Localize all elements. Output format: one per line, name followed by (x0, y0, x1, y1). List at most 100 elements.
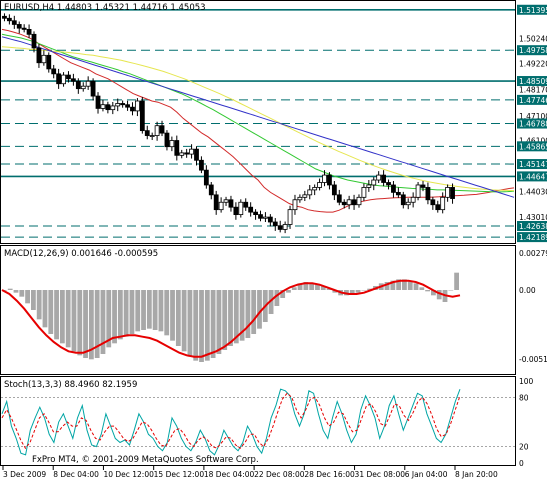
stoch-tick-label: 80 (519, 393, 529, 402)
candle-body (149, 135, 155, 137)
price-tick-label: 1.47100 (519, 112, 547, 121)
candle-body (174, 140, 180, 156)
macd-histogram-bar (42, 290, 48, 328)
stoch-tick-label: 100 (519, 377, 534, 386)
macd-histogram-bar (117, 290, 123, 340)
macd-histogram-bar (94, 290, 100, 358)
candle-body (213, 194, 219, 211)
candle-body (405, 201, 411, 206)
macd-histogram-bar (384, 282, 390, 290)
candle-body (199, 159, 204, 171)
macd-histogram-bar (158, 290, 164, 332)
macd-histogram-bar (187, 290, 193, 357)
candle-body (159, 125, 165, 134)
candle-body (70, 78, 76, 82)
price-tick-label: 1.46788 (519, 120, 547, 129)
macd-histogram-bar (164, 290, 170, 336)
price-tag-bg (517, 4, 547, 15)
candle-body (154, 125, 160, 136)
macd-histogram-bar (13, 290, 19, 293)
candle-body (435, 204, 441, 211)
price-tick-label: 1.43010 (519, 213, 547, 222)
price-tick-label: 1.42189 (519, 233, 547, 242)
price-title: EURUSD,H4 1.44803 1.45321 1.44716 1.4505… (4, 3, 206, 13)
macd-histogram-bar (54, 290, 59, 340)
candle-body (317, 182, 322, 188)
candle-body (46, 54, 52, 70)
candle-body (430, 199, 436, 206)
candle-body (75, 80, 81, 90)
candle-body (139, 100, 145, 132)
candle-body (228, 199, 234, 208)
candle-body (415, 184, 421, 198)
macd-histogram-bar (135, 290, 141, 332)
price-tick-label: 1.46100 (519, 137, 547, 146)
candle-body (440, 196, 446, 211)
candle-body (376, 174, 382, 181)
macd-histogram-bar (210, 290, 216, 358)
candle-body (208, 184, 214, 196)
candle-body (297, 196, 303, 201)
price-tag-bg (517, 159, 547, 170)
macd-histogram-bar (129, 290, 135, 334)
macd-tick-label: 0.00 (519, 286, 536, 295)
stoch-tick-label: 20 (519, 443, 529, 452)
candle-body (292, 199, 298, 211)
candle-body (302, 194, 308, 198)
macd-tick-label: 0.002790 (519, 249, 547, 258)
macd-title: MACD(12,26,9) 0.001646 -0.000595 (4, 249, 158, 259)
moving-average-line (1, 36, 515, 198)
candle-body (346, 199, 352, 206)
price-tick-label: 1.48509 (519, 77, 547, 86)
candle-body (277, 225, 283, 230)
macd-histogram-bar (448, 290, 454, 291)
candle-body (16, 24, 22, 29)
macd-histogram-bar (30, 290, 36, 310)
macd-histogram-bar (396, 279, 402, 290)
candle-body (11, 20, 17, 25)
candle-body (115, 103, 121, 107)
stoch-main-line (1, 388, 461, 456)
candle-body (307, 189, 313, 196)
macd-histogram-bar (152, 290, 158, 330)
macd-histogram-bar (106, 290, 112, 348)
candle-body (120, 103, 126, 106)
time-axis: 3 Dec 2009 8 Dec 04:00 10 Dec 12:00 15 Dec … (2, 466, 498, 479)
candle-body (258, 214, 263, 219)
price-tag-bg (517, 94, 547, 105)
price-tick-label: 1.49220 (519, 59, 547, 68)
candle-body (6, 17, 12, 22)
candle-body (56, 73, 62, 85)
macd-histogram-bar (36, 290, 42, 320)
macd-histogram-bar (431, 290, 436, 296)
macd-histogram-bar (355, 290, 361, 293)
price-panel: 1.51395 1.50240 1.49758 1.49220 1.485091.481… (1, 4, 547, 243)
macd-histogram-bar (349, 290, 355, 294)
macd-histogram-bar (181, 290, 187, 352)
macd-histogram-bar (454, 272, 459, 290)
candle-body (203, 169, 209, 186)
stoch-tick-label: 0 (519, 459, 524, 468)
candle-body (327, 174, 332, 186)
candle-body (223, 199, 229, 203)
time-tick-label: 8 Dec 04:00 (53, 470, 99, 479)
candle-body (336, 194, 342, 203)
price-tag-bg (517, 171, 547, 182)
candle-body (66, 74, 71, 80)
candle-body (169, 140, 175, 148)
price-tick-label: 1.44647 (519, 172, 547, 181)
macd-histogram-bar (175, 290, 181, 346)
candle-body (95, 95, 101, 109)
candle-body (90, 80, 96, 97)
candle-body (31, 33, 37, 49)
price-tick-label: 1.48170 (519, 85, 547, 94)
candle-body (410, 196, 416, 203)
candle-body (351, 199, 357, 206)
price-panel-frame (0, 0, 516, 244)
macd-histogram-bar (239, 290, 245, 341)
time-tick-label: 3 Dec 2009 (3, 470, 46, 479)
candle-body (179, 152, 185, 156)
macd-histogram-bar (303, 282, 309, 290)
macd-histogram-bar (204, 290, 210, 361)
macd-histogram-bar (320, 286, 326, 290)
